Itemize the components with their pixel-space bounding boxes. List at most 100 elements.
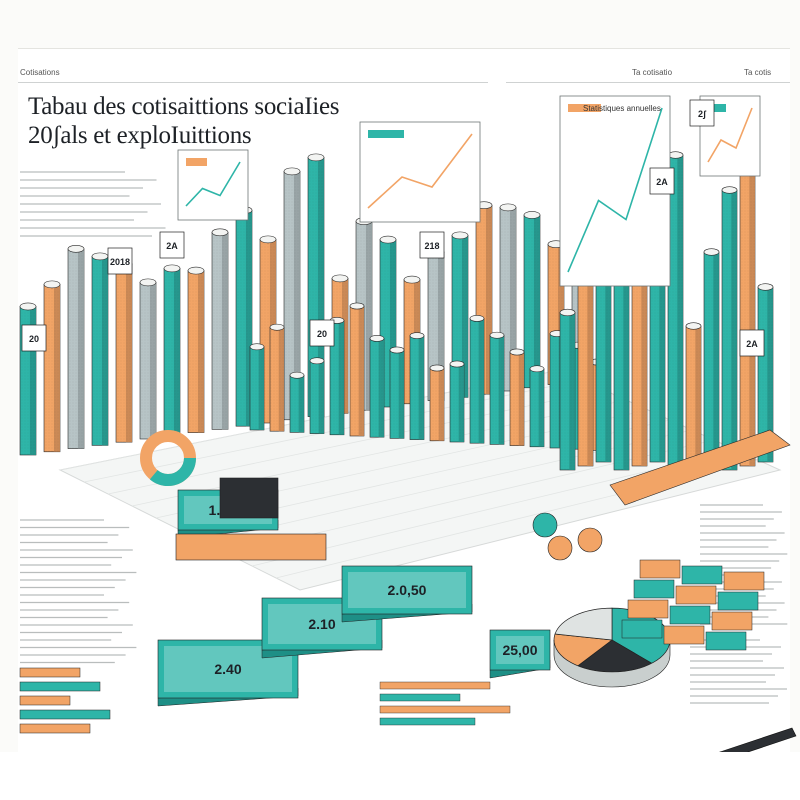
- callout-label: 2A: [746, 339, 758, 349]
- front-bar-texture: [250, 346, 264, 430]
- front-bar-texture: [450, 364, 464, 442]
- right-bar-texture: [740, 137, 755, 466]
- right-bar: [559, 308, 576, 471]
- front-bar-texture: [530, 368, 544, 447]
- donut-segment: [140, 430, 196, 486]
- front-bar-cap: [309, 357, 325, 365]
- table-cell: [723, 571, 765, 591]
- back-bar-cap: [211, 228, 229, 237]
- back-bar: [115, 260, 133, 443]
- column-callout: 20: [309, 319, 335, 347]
- mini-panel: [177, 149, 249, 221]
- callout-label: 2ʃ: [698, 109, 707, 119]
- front-bar-texture: [350, 306, 364, 436]
- table-cell: [627, 599, 669, 619]
- right-base-stripe: [609, 429, 791, 506]
- front-bar-texture: [510, 352, 524, 446]
- text-lines-layer: [20, 171, 788, 704]
- back-bar: [307, 153, 325, 417]
- back-bar-texture: [116, 264, 132, 443]
- pie-side: [553, 639, 671, 688]
- front-bar-texture: [430, 368, 444, 441]
- callout-label: 2018: [110, 257, 130, 267]
- back-bar-texture: [284, 171, 300, 420]
- kpi-card-a-value: 2.40: [214, 661, 241, 677]
- back-bar-cap: [523, 211, 541, 219]
- front-bar-cap: [389, 346, 405, 354]
- front-bar-texture: [490, 335, 504, 445]
- back-bar: [91, 252, 109, 446]
- callout-label: 218: [424, 241, 439, 251]
- right-bar-texture: [686, 326, 701, 466]
- table-cell: [711, 611, 753, 631]
- callout-box: [739, 329, 765, 357]
- front-bar-texture: [270, 327, 284, 432]
- front-bar-texture: [370, 338, 384, 438]
- hbar: [19, 681, 101, 692]
- callout-label: 2A: [166, 241, 178, 251]
- back-bar: [523, 211, 541, 389]
- right-bar-texture: [668, 155, 683, 470]
- back-bar-cap: [403, 275, 421, 284]
- kpi-card-e-face: [489, 629, 551, 671]
- back-bar-texture: [188, 270, 204, 433]
- bottom-left-hbars: [19, 667, 111, 734]
- front-bar: [409, 332, 425, 440]
- table-cell: [717, 591, 759, 611]
- front-bar: [249, 343, 265, 431]
- back-bar-texture: [164, 268, 180, 436]
- mini-panel-line: [367, 133, 473, 209]
- back-bar: [427, 248, 445, 401]
- back-bar-texture: [140, 282, 156, 439]
- hbar: [379, 681, 491, 690]
- front-bar: [449, 360, 465, 443]
- mini-panel-frame: [359, 121, 481, 223]
- front-bar-cap: [529, 365, 545, 373]
- hbar: [19, 709, 111, 720]
- back-bar: [139, 278, 157, 440]
- back-bar-texture: [68, 248, 84, 449]
- callout-box: [309, 319, 335, 347]
- table-cell: [669, 605, 711, 625]
- right-bar-cap: [757, 283, 774, 291]
- pie-slice: [554, 607, 613, 641]
- back-bar-texture: [92, 256, 108, 446]
- intro-text-block: [20, 171, 166, 237]
- back-bar-cap: [91, 252, 109, 261]
- report-title: Tabau des cotisaittions sociaIies 20ʃals…: [28, 92, 458, 150]
- front-bar-texture: [310, 360, 324, 434]
- mini-panel-line: [185, 161, 241, 207]
- right-bar: [739, 133, 756, 467]
- table-cell: [681, 565, 723, 585]
- right-bar: [703, 248, 720, 463]
- right-bar-texture: [722, 190, 737, 470]
- header-mid-label: Ta cotisatio: [632, 68, 673, 77]
- back-bar-row: [19, 153, 589, 456]
- column-callout: 2A: [739, 329, 765, 357]
- back-bar-cap: [307, 153, 325, 162]
- back-bar: [211, 228, 229, 430]
- left-text-block: [20, 519, 137, 664]
- header-rule-right: [506, 82, 790, 83]
- front-bar-texture: [390, 350, 404, 439]
- hbar: [19, 667, 81, 678]
- hbar: [19, 723, 91, 734]
- hbar: [379, 717, 476, 726]
- table-cell: [621, 619, 663, 639]
- right-bar-cap: [721, 186, 738, 194]
- dark-block: [219, 477, 279, 519]
- front-bar: [489, 331, 505, 445]
- mini-pie: [547, 535, 573, 561]
- desk-edge: [0, 752, 800, 800]
- back-bar-cap: [283, 167, 301, 176]
- front-bar-cap: [449, 360, 465, 368]
- front-bar-cap: [409, 332, 425, 339]
- back-bar: [67, 244, 85, 449]
- right-bar-texture: [632, 273, 647, 466]
- callout-box: [159, 231, 185, 259]
- kpi-card-e-inset: [496, 636, 544, 664]
- kpi-card-e: 25,00: [489, 629, 551, 679]
- header-rule-left: [18, 82, 488, 83]
